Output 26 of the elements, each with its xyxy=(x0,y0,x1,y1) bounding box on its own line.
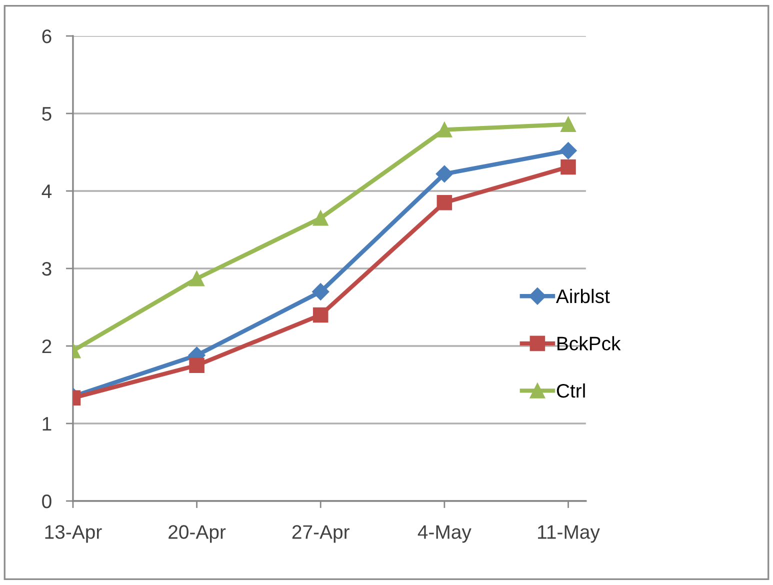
y-tick-label: 0 xyxy=(42,494,52,508)
point xyxy=(312,307,328,323)
y-tick-label: 4 xyxy=(42,184,52,198)
x-tick-label: 20-Apr xyxy=(168,525,226,543)
x-tick-label: 4-May xyxy=(418,525,472,543)
point xyxy=(312,210,328,226)
x-tick-label: 13-Apr xyxy=(45,525,102,543)
x-tick-label: 27-Apr xyxy=(292,525,350,543)
legend-label: BckPck xyxy=(558,336,621,350)
point xyxy=(312,283,330,300)
point xyxy=(189,270,204,286)
y-tick-label: 6 xyxy=(42,29,52,44)
y-tick-label: 5 xyxy=(42,107,52,121)
point xyxy=(560,142,577,160)
y-tick-label: 2 xyxy=(42,339,52,354)
point xyxy=(436,194,452,210)
point xyxy=(436,122,452,138)
legend-label: Ctrl xyxy=(556,383,585,398)
point xyxy=(189,358,204,374)
x-tick-label: 11-May xyxy=(538,525,600,543)
y-tick-label: 1 xyxy=(42,417,52,431)
point xyxy=(560,116,576,132)
point xyxy=(436,165,453,182)
legend-label: Airblst xyxy=(556,288,610,304)
point xyxy=(560,159,576,175)
y-tick-label: 3 xyxy=(42,262,52,276)
